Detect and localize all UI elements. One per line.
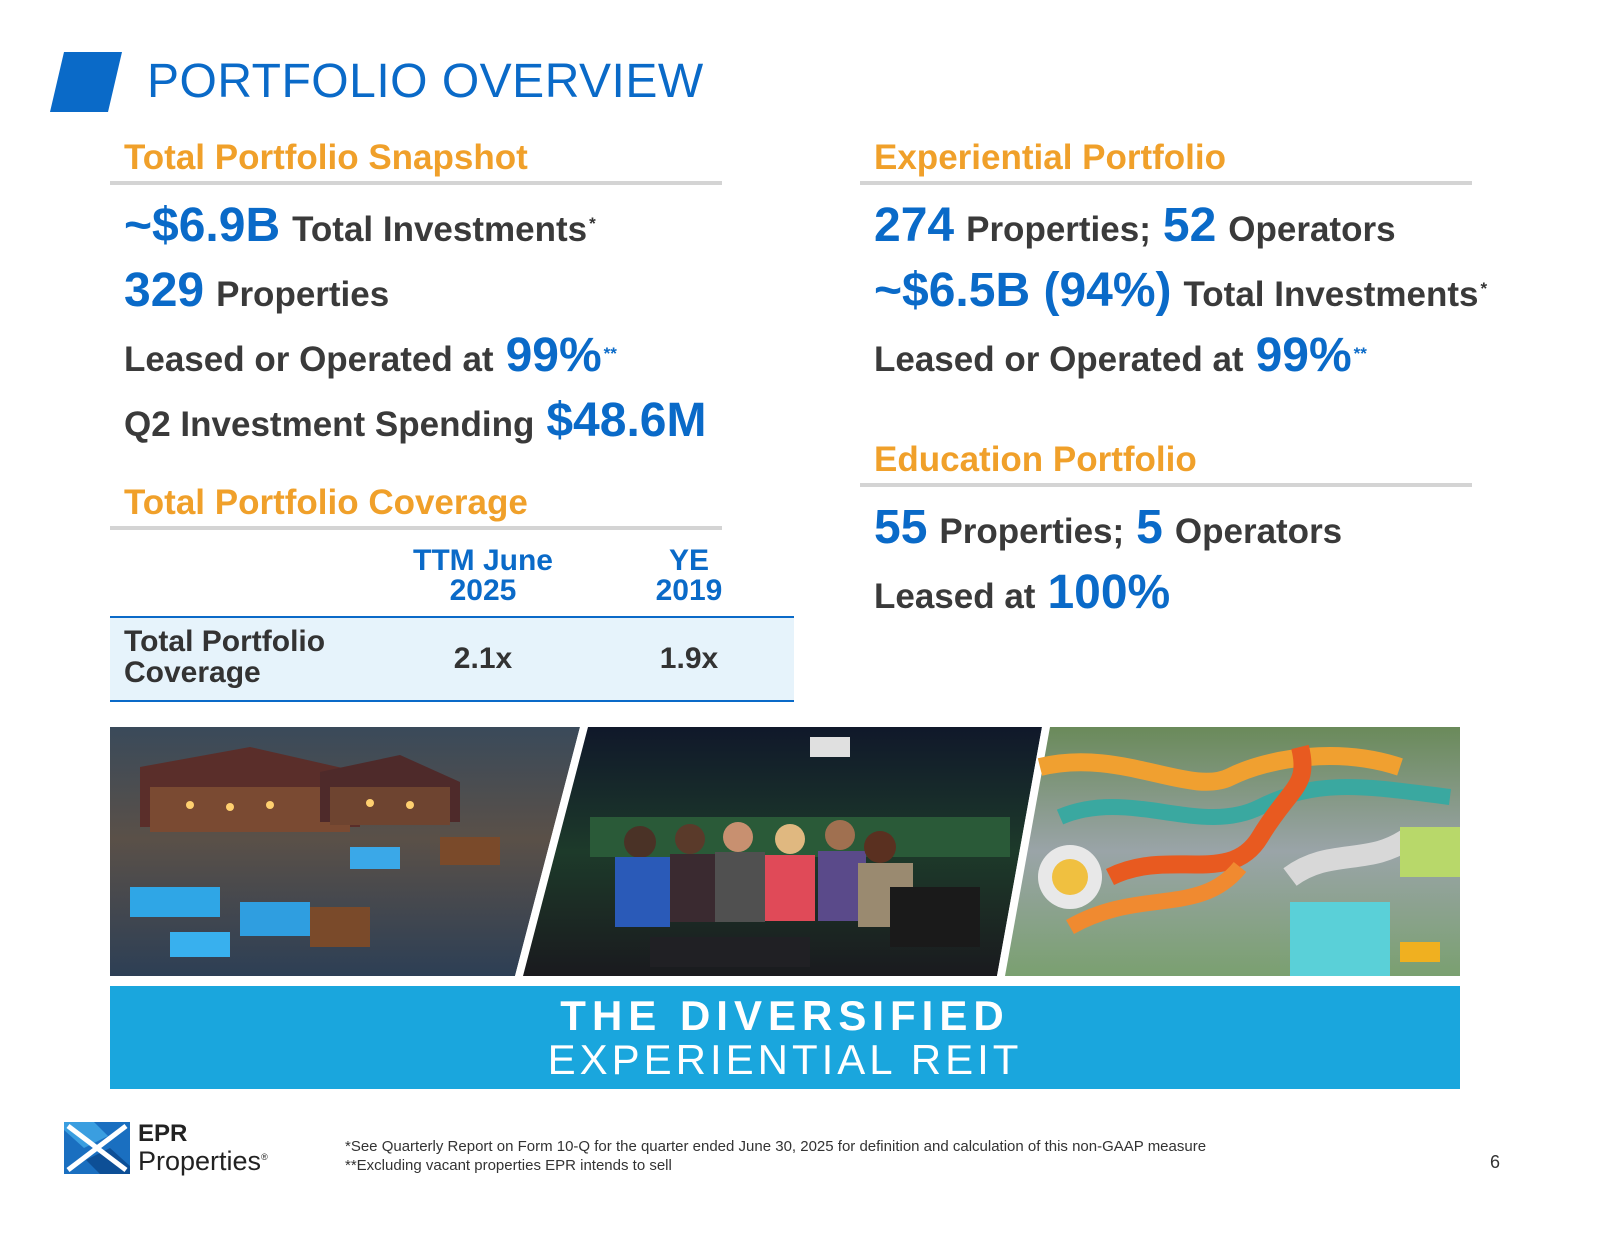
snapshot-spending: Q2 Investment Spending $48.6M [124, 393, 706, 448]
education-properties-value: 55 [874, 501, 928, 554]
footnote-1: *See Quarterly Report on Form 10-Q for t… [345, 1138, 1207, 1155]
coverage-row-label-line1: Total Portfolio [124, 625, 326, 658]
education-properties-operators: 55 Properties; 5 Operators [874, 500, 1342, 555]
education-leased-label: Leased at [874, 577, 1036, 616]
education-properties-label: Properties; [939, 512, 1125, 551]
footnote-2: **Excluding vacant properties EPR intend… [345, 1157, 672, 1174]
logo-registered-mark: ® [261, 1152, 268, 1162]
coverage-row-label-line2: Coverage [124, 656, 261, 689]
banner-line1: THE DIVERSIFIED [560, 992, 1010, 1039]
snapshot-investments-footnote-mark: * [589, 214, 596, 233]
snapshot-leased-label: Leased or Operated at [124, 340, 494, 379]
experiential-leased-value: 99% [1255, 329, 1352, 382]
coverage-col-ttm-line2: 2025 [449, 574, 517, 607]
education-leased: Leased at 100% [874, 565, 1170, 620]
experiential-investments-label: Total Investments [1183, 275, 1479, 314]
education-operators-label: Operators [1174, 512, 1343, 551]
snapshot-investments: ~$6.9B Total Investments * [124, 198, 596, 253]
experiential-properties-operators: 274 Properties; 52 Operators [874, 198, 1396, 253]
logo-wordmark-properties: Properties® [138, 1146, 268, 1177]
snapshot-leased-footnote-mark: ** [603, 344, 617, 363]
photo-waterpark [1005, 727, 1460, 976]
snapshot-spending-value: $48.6M [546, 394, 707, 447]
coverage-col-ttm-line1: TTM June [413, 544, 553, 577]
snapshot-properties-value: 329 [124, 264, 205, 317]
coverage-value-ye: 1.9x [659, 642, 719, 675]
education-heading: Education Portfolio [874, 440, 1197, 479]
snapshot-heading: Total Portfolio Snapshot [124, 138, 528, 177]
experiential-investments-footnote-mark: * [1480, 279, 1488, 298]
snapshot-investments-label: Total Investments [292, 210, 588, 249]
experiential-heading: Experiential Portfolio [874, 138, 1226, 177]
photo-strip [110, 727, 1460, 976]
coverage-col-ye-line1: YE [668, 544, 710, 577]
snapshot-investments-value: ~$6.9B [124, 199, 281, 252]
logo-properties-text: Properties [138, 1146, 262, 1176]
epr-logo-icon [64, 1122, 130, 1174]
experiential-operators-value: 52 [1162, 199, 1217, 252]
snapshot-properties-label: Properties [216, 275, 390, 314]
snapshot-spending-label: Q2 Investment Spending [124, 405, 535, 444]
snapshot-properties: 329 Properties [124, 263, 389, 318]
banner-line2: EXPERIENTIAL REIT [547, 1036, 1023, 1083]
experiential-properties-label: Properties; [966, 210, 1151, 249]
coverage-col-ye-line2: 2019 [655, 574, 723, 607]
snapshot-leased-value: 99% [505, 329, 602, 382]
photo-friends-toasting [523, 727, 1042, 976]
coverage-col-ye-header: YE 2019 [614, 546, 764, 606]
experiential-operators-label: Operators [1228, 210, 1396, 249]
experiential-leased: Leased or Operated at 99% ** [874, 328, 1367, 383]
experiential-leased-label: Leased or Operated at [874, 340, 1244, 379]
photo-resort-lodge [110, 727, 580, 976]
coverage-value-ttm: 2.1x [453, 642, 513, 675]
experiential-divider [860, 181, 1472, 185]
title-accent-shape [50, 52, 122, 112]
education-divider [860, 483, 1472, 487]
coverage-row-label: Total Portfolio Coverage [124, 626, 325, 688]
experiential-investments-value: ~$6.5B (94%) [874, 264, 1172, 317]
coverage-col-ttm-header: TTM June 2025 [383, 546, 583, 606]
logo-wordmark-epr: EPR [138, 1120, 188, 1147]
snapshot-divider [110, 181, 722, 185]
experiential-properties-value: 274 [874, 199, 955, 252]
education-leased-value: 100% [1047, 566, 1171, 619]
coverage-table-row: Total Portfolio Coverage 2.1x 1.9x [110, 616, 794, 702]
page-number: 6 [1490, 1152, 1501, 1172]
experiential-leased-footnote-mark: ** [1353, 344, 1367, 363]
coverage-heading: Total Portfolio Coverage [124, 483, 528, 522]
page-title: PORTFOLIO OVERVIEW [147, 55, 704, 108]
coverage-divider [110, 526, 722, 530]
tagline-banner: THE DIVERSIFIED EXPERIENTIAL REIT [110, 986, 1460, 1089]
experiential-investments: ~$6.5B (94%) Total Investments * [874, 263, 1487, 318]
snapshot-leased: Leased or Operated at 99% ** [124, 328, 617, 383]
education-operators-value: 5 [1136, 501, 1163, 554]
